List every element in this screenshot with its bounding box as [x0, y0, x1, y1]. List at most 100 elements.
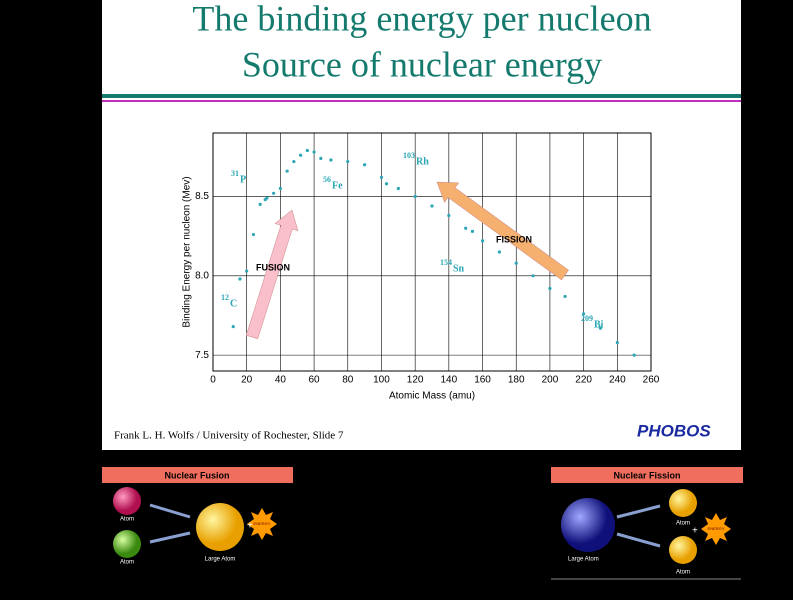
annotation-symbol: Bi — [594, 319, 604, 330]
arrow — [149, 503, 191, 519]
point — [582, 312, 586, 316]
arrow — [616, 504, 661, 519]
arrow — [616, 532, 661, 548]
atom — [669, 536, 697, 564]
annotation-symbol: C — [230, 298, 237, 309]
region-label: FISSION — [496, 234, 532, 244]
point — [563, 294, 567, 299]
label: Atom — [120, 517, 134, 523]
x-tick-label: 160 — [474, 375, 491, 386]
point — [497, 250, 501, 254]
point — [430, 204, 434, 208]
point — [363, 163, 367, 167]
chart: 0 20 40 60 80 100 120 140 160 180 200 220 240 260 7.5 8… — [182, 132, 660, 402]
energy-burst — [701, 513, 731, 545]
point — [379, 175, 384, 180]
atom — [196, 503, 244, 551]
x-tick-label: 140 — [441, 375, 458, 386]
rule — [102, 100, 741, 102]
point — [272, 191, 276, 195]
point — [245, 269, 249, 273]
point — [292, 159, 296, 164]
point — [346, 159, 350, 164]
title: Source of nuclear energy — [242, 44, 602, 84]
point — [632, 353, 636, 357]
point — [231, 324, 235, 329]
plus: + — [692, 526, 698, 537]
point — [514, 261, 518, 265]
point — [251, 232, 256, 237]
point — [598, 326, 603, 330]
annotation-mass: 31 — [231, 169, 239, 178]
label: Atom — [676, 570, 690, 576]
atom — [113, 487, 141, 515]
point — [265, 196, 269, 200]
annotation-mass: 56 — [323, 175, 331, 184]
arrow — [245, 209, 299, 340]
y-tick-label: 7.5 — [195, 350, 209, 361]
point — [329, 158, 333, 162]
x-tick-label: 20 — [241, 375, 253, 386]
panel-title: Nuclear Fission — [613, 470, 680, 480]
point — [548, 286, 552, 291]
point — [464, 226, 468, 230]
point — [312, 150, 316, 154]
point — [413, 194, 417, 199]
plus: + — [247, 521, 253, 532]
atom — [113, 530, 141, 558]
panel-title: Nuclear Fusion — [164, 470, 229, 480]
logo: PHOBOS — [637, 421, 711, 440]
point — [258, 202, 262, 206]
x-tick-label: 180 — [508, 375, 525, 386]
atom — [669, 489, 697, 517]
x-tick-label: 40 — [275, 375, 287, 386]
point — [278, 186, 282, 191]
energy-burst — [247, 508, 277, 540]
label: Atom — [120, 560, 134, 566]
arrow — [149, 531, 191, 544]
arrow — [436, 181, 569, 281]
label: ENERGY — [708, 526, 725, 531]
x-tick-label: 100 — [373, 375, 390, 386]
y-axis-label: Binding Energy per nucleon (Mev) — [182, 176, 193, 327]
credit: Frank L. H. Wolfs / University of Roches… — [114, 430, 344, 442]
label: Large Atom — [205, 557, 236, 563]
annotation-symbol: Rh — [416, 156, 429, 167]
annotation-symbol: P — [240, 174, 246, 185]
point — [480, 239, 485, 243]
point — [531, 274, 535, 278]
y-tick-label: 8.5 — [195, 191, 209, 202]
point — [299, 153, 303, 157]
point — [384, 182, 389, 186]
atom — [561, 498, 615, 552]
y-tick-label: 8.0 — [195, 270, 209, 281]
x-tick-label: 80 — [342, 375, 354, 386]
label: Large Atom — [568, 557, 599, 563]
label: ENERGY — [254, 521, 271, 526]
panel-header — [102, 467, 293, 483]
point — [396, 186, 400, 191]
x-axis-label: Atomic Mass (amu) — [389, 391, 475, 402]
x-tick-label: 120 — [407, 375, 424, 386]
rule — [102, 94, 741, 98]
annotation-symbol: Sn — [453, 263, 465, 274]
x-tick-label: 260 — [643, 375, 660, 386]
x-tick-label: 240 — [609, 375, 626, 386]
annotation-mass: 154 — [440, 258, 452, 267]
annotation-mass: 209 — [581, 314, 593, 323]
point — [615, 340, 619, 345]
point — [285, 169, 289, 173]
annotation-mass: 12 — [221, 293, 229, 302]
annotation-symbol: Fe — [332, 180, 343, 191]
region-label: FUSION — [256, 262, 290, 272]
point — [305, 148, 309, 153]
label: Atom — [676, 521, 690, 527]
point — [319, 156, 323, 160]
panel-header — [551, 467, 743, 483]
point — [470, 229, 475, 233]
point — [238, 277, 242, 281]
x-tick-label: 220 — [575, 375, 592, 386]
point — [447, 213, 451, 218]
